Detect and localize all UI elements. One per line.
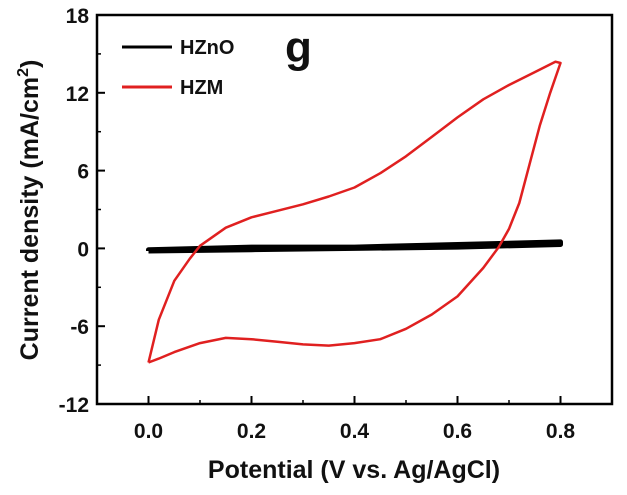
x-tick-label: 0.4 [340,420,370,443]
x-tick-label: 0.8 [546,420,576,443]
x-tick-label: 0.6 [443,420,472,443]
x-tick-label: 0.0 [134,420,163,443]
x-axis-label: Potential (V vs. Ag/AgCl) [208,456,500,484]
y-axis-label-main: Current density (mA/cm [16,77,44,360]
y-tick-label: -6 [70,316,89,339]
legend-label-hzno: HZnO [180,37,234,59]
y-axis-label-sup: 2 [15,68,32,77]
y-axis-label-end: ) [16,60,44,68]
series-line-hzno [146,239,563,254]
series-line-hzm [147,60,562,364]
x-axis-ticks: 0.0 0.2 0.4 0.6 0.8 [96,396,613,443]
y-axis-ticks: -12 -6 0 6 12 18 [59,5,105,417]
y-tick-label: 18 [66,5,90,28]
y-tick-label: -12 [59,394,89,417]
legend-label-hzm: HZM [180,77,223,99]
x-tick-label: 0.2 [237,420,266,443]
y-tick-label: 12 [66,83,89,106]
series-layer [146,60,563,364]
panel-label: g [285,23,312,72]
plot-area: 0.0 0.2 0.4 0.6 0.8 -12 -6 0 6 12 18 [59,5,614,443]
y-tick-label: 6 [77,161,89,184]
legend: HZnO HZM [122,37,234,99]
y-tick-label: 0 [77,238,89,261]
y-axis-label: Current density (mA/cm2) [15,60,44,361]
